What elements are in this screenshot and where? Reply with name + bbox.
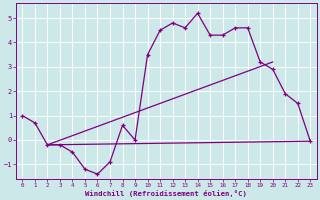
X-axis label: Windchill (Refroidissement éolien,°C): Windchill (Refroidissement éolien,°C) [85,190,247,197]
